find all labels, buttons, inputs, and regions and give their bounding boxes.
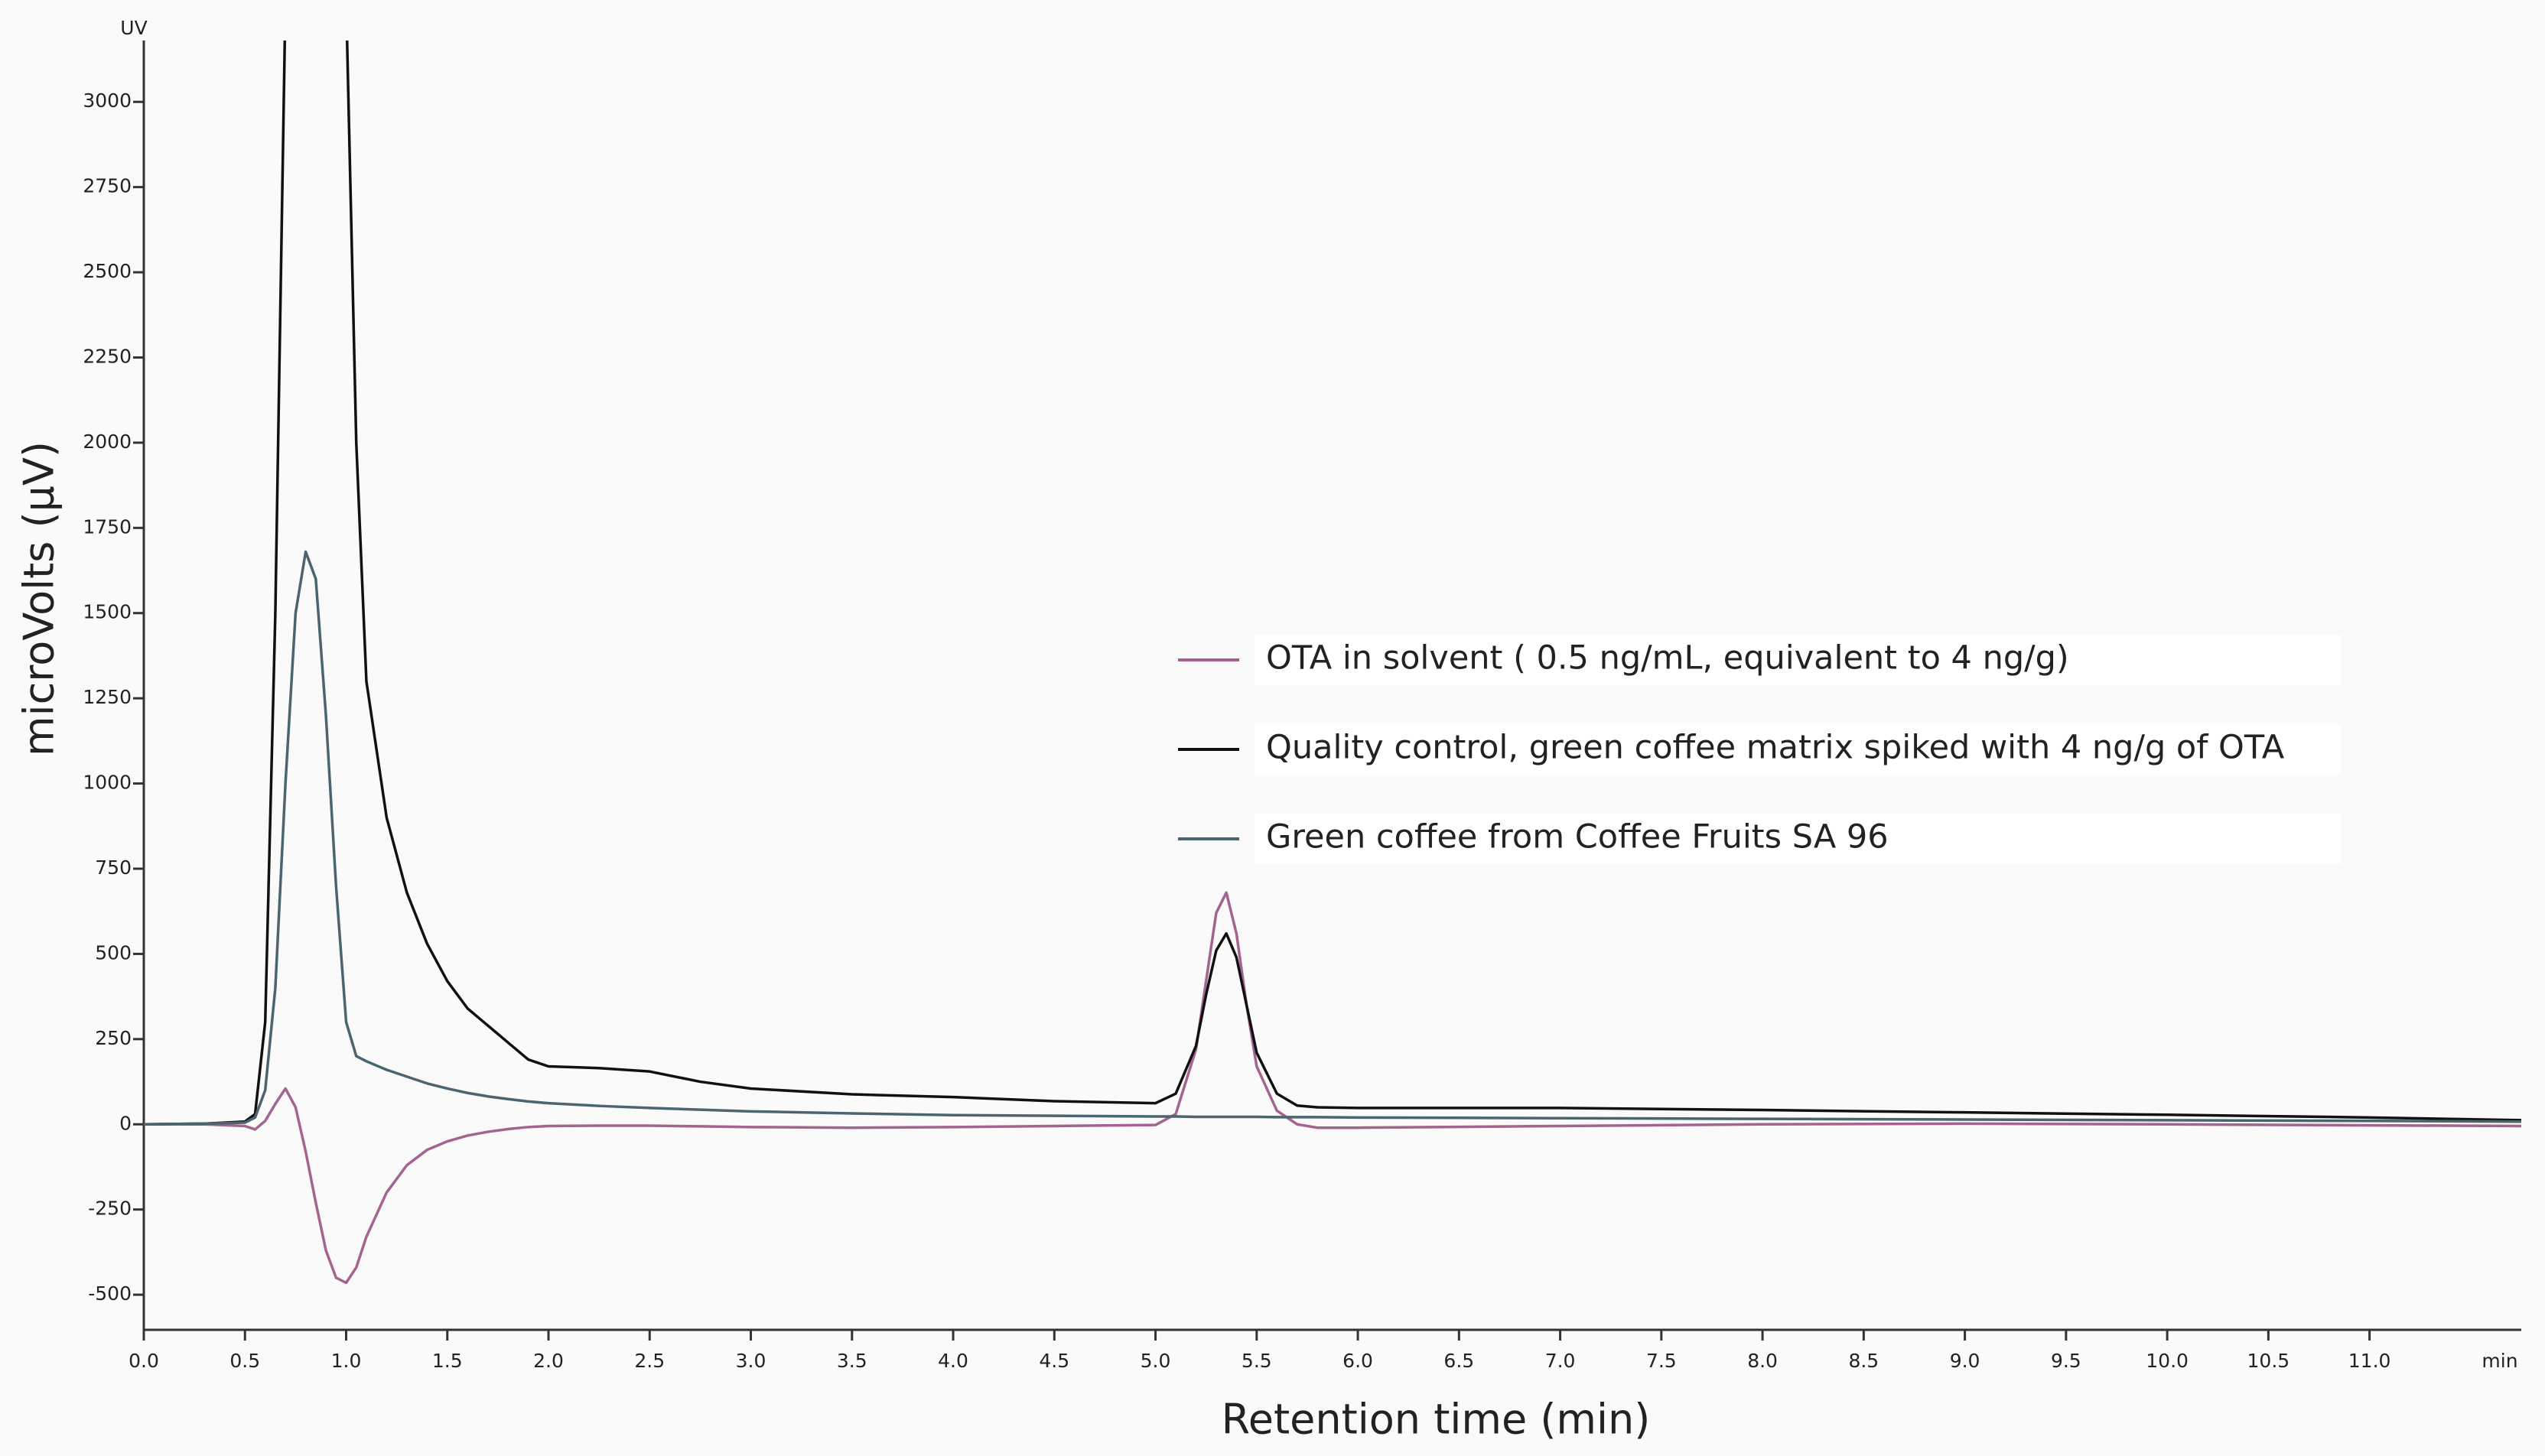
x-tick-label: 4.5 (1039, 1350, 1069, 1372)
y-tick-label: 1750 (83, 515, 132, 538)
legend-background (1255, 635, 2341, 685)
x-tick-label: 8.0 (1747, 1350, 1778, 1372)
x-tick-label: 10.0 (2146, 1350, 2189, 1372)
y-tick-label: 1000 (83, 772, 132, 794)
x-tick-label: 9.5 (2051, 1350, 2081, 1372)
y-tick-label: 1250 (83, 686, 132, 708)
legend-label: OTA in solvent ( 0.5 ng/mL, equivalent t… (1266, 639, 2069, 678)
x-tick-label: 7.0 (1545, 1350, 1576, 1372)
series-line (144, 891, 2521, 1285)
legend-background (1255, 724, 2341, 775)
y-tick-label: 500 (95, 941, 132, 964)
series-line (144, 550, 2521, 1126)
y-tick-label: 0 (119, 1112, 132, 1134)
y-tick-label: 1500 (83, 601, 132, 623)
x-tick-label: 0.5 (229, 1350, 260, 1372)
x-unit: min (2482, 1350, 2517, 1372)
y-tick-label: 250 (95, 1027, 132, 1049)
legend-label: Green coffee from Coffee Fruits SA 96 (1266, 818, 1889, 856)
y-tick-label: 2250 (83, 345, 132, 367)
x-tick-label: 10.5 (2247, 1350, 2290, 1372)
y-tick-label: 2750 (83, 175, 132, 197)
y-tick-label: 2500 (83, 260, 132, 282)
y-tick-label: 2000 (83, 431, 132, 453)
legend-label: Quality control, green coffee matrix spi… (1266, 729, 2285, 767)
y-axis-title: microVolts (µV) (15, 441, 63, 756)
x-tick-label: 3.0 (736, 1350, 766, 1372)
y-tick-label: -500 (88, 1282, 132, 1305)
legend-background (1255, 814, 2341, 864)
x-tick-label: 5.0 (1141, 1350, 1171, 1372)
x-tick-label: 1.0 (331, 1350, 362, 1372)
x-tick-label: 8.5 (1848, 1350, 1879, 1372)
x-tick-label: 7.5 (1646, 1350, 1677, 1372)
x-tick-label: 5.5 (1242, 1350, 1272, 1372)
x-tick-label: 6.5 (1443, 1350, 1474, 1372)
x-tick-label: 11.0 (2348, 1350, 2391, 1372)
x-tick-label: 2.5 (634, 1350, 665, 1372)
x-tick-label: 9.0 (1950, 1350, 1980, 1372)
x-tick-label: 0.0 (129, 1350, 159, 1372)
y-tick-label: 750 (95, 856, 132, 879)
y-tick-label: -250 (88, 1198, 132, 1220)
x-tick-label: 1.5 (432, 1350, 463, 1372)
plot-lines (144, 41, 2521, 1285)
y-unit: UV (120, 17, 147, 39)
x-tick-label: 2.0 (533, 1350, 564, 1372)
y-tick-label: 3000 (83, 89, 132, 112)
x-tick-label: 3.5 (837, 1350, 867, 1372)
series-line (144, 41, 2521, 1126)
x-axis-title: Retention time (min) (1222, 1396, 1651, 1444)
x-tick-label: 4.0 (938, 1350, 968, 1372)
x-tick-label: 6.0 (1342, 1350, 1373, 1372)
